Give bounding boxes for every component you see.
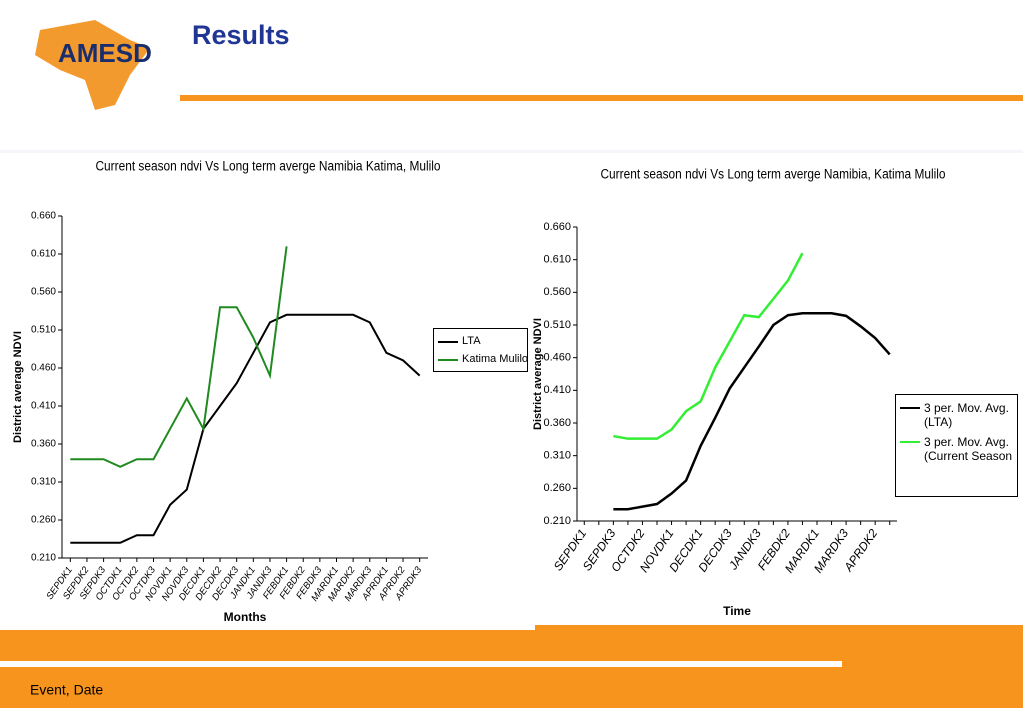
chart-title: Current season ndvi Vs Long term averge … [95,158,440,174]
x-axis-label: Months [224,610,267,624]
legend-item: LTA [438,335,523,347]
legend-swatch [900,441,920,443]
y-tick-label: 0.660 [543,221,571,233]
y-tick-label: 0.560 [543,286,571,298]
header-rule [180,95,1023,101]
legend-label: Katima Mulilo Rur [462,353,528,365]
legend-item: 3 per. Mov. Avg. (LTA) [900,401,1013,429]
y-tick-label: 0.260 [31,515,56,526]
data-line [613,311,891,511]
footer-band [0,630,1023,708]
legend-swatch [438,341,458,343]
y-tick-label: 0.510 [543,319,571,331]
data-line [613,252,804,440]
y-tick-label: 0.310 [31,477,56,488]
chart-panel [0,153,535,630]
y-axis-label: District average NDVI [532,318,544,430]
chart-panel [535,153,1023,625]
y-tick-label: 0.610 [31,249,56,260]
y-tick-label: 0.460 [543,352,571,364]
y-tick-label: 0.660 [31,211,56,222]
x-axis-label: Time [723,604,751,618]
y-tick-label: 0.210 [31,553,56,564]
legend-label: 3 per. Mov. Avg. (Current Season [924,435,1013,463]
y-tick-label: 0.510 [31,325,56,336]
slide-title: Results [192,20,290,50]
y-tick-label: 0.260 [543,482,571,494]
legend-label: 3 per. Mov. Avg. (LTA) [924,401,1009,429]
legend-item: Katima Mulilo Rur [438,353,527,365]
y-tick-label: 0.560 [31,287,56,298]
y-tick-label: 0.360 [31,439,56,450]
y-tick-label: 0.460 [31,363,56,374]
logo-text: AMESD [58,38,152,68]
legend: LTA Katima Mulilo Rur [433,328,528,372]
legend: 3 per. Mov. Avg. (LTA) 3 per. Mov. Avg. (… [895,394,1018,497]
chart-title: Current season ndvi Vs Long term averge … [600,166,945,182]
data-line [70,313,421,544]
legend-swatch [438,359,458,361]
footer-rule [0,661,842,667]
footer-text: Event, Date [30,682,103,698]
legend-swatch [900,407,920,409]
y-axis-label: District average NDVI [12,331,24,443]
y-tick-label: 0.210 [543,515,571,527]
y-tick-label: 0.410 [543,384,571,396]
y-tick-label: 0.360 [543,417,571,429]
data-line [70,246,288,468]
y-tick-label: 0.310 [543,450,571,462]
legend-item: 3 per. Mov. Avg. (Current Season [900,435,1013,463]
logo-africa [35,20,150,110]
footer-band [535,625,1023,630]
legend-label: LTA [462,335,481,347]
y-tick-label: 0.610 [543,254,571,266]
y-tick-label: 0.410 [31,401,56,412]
